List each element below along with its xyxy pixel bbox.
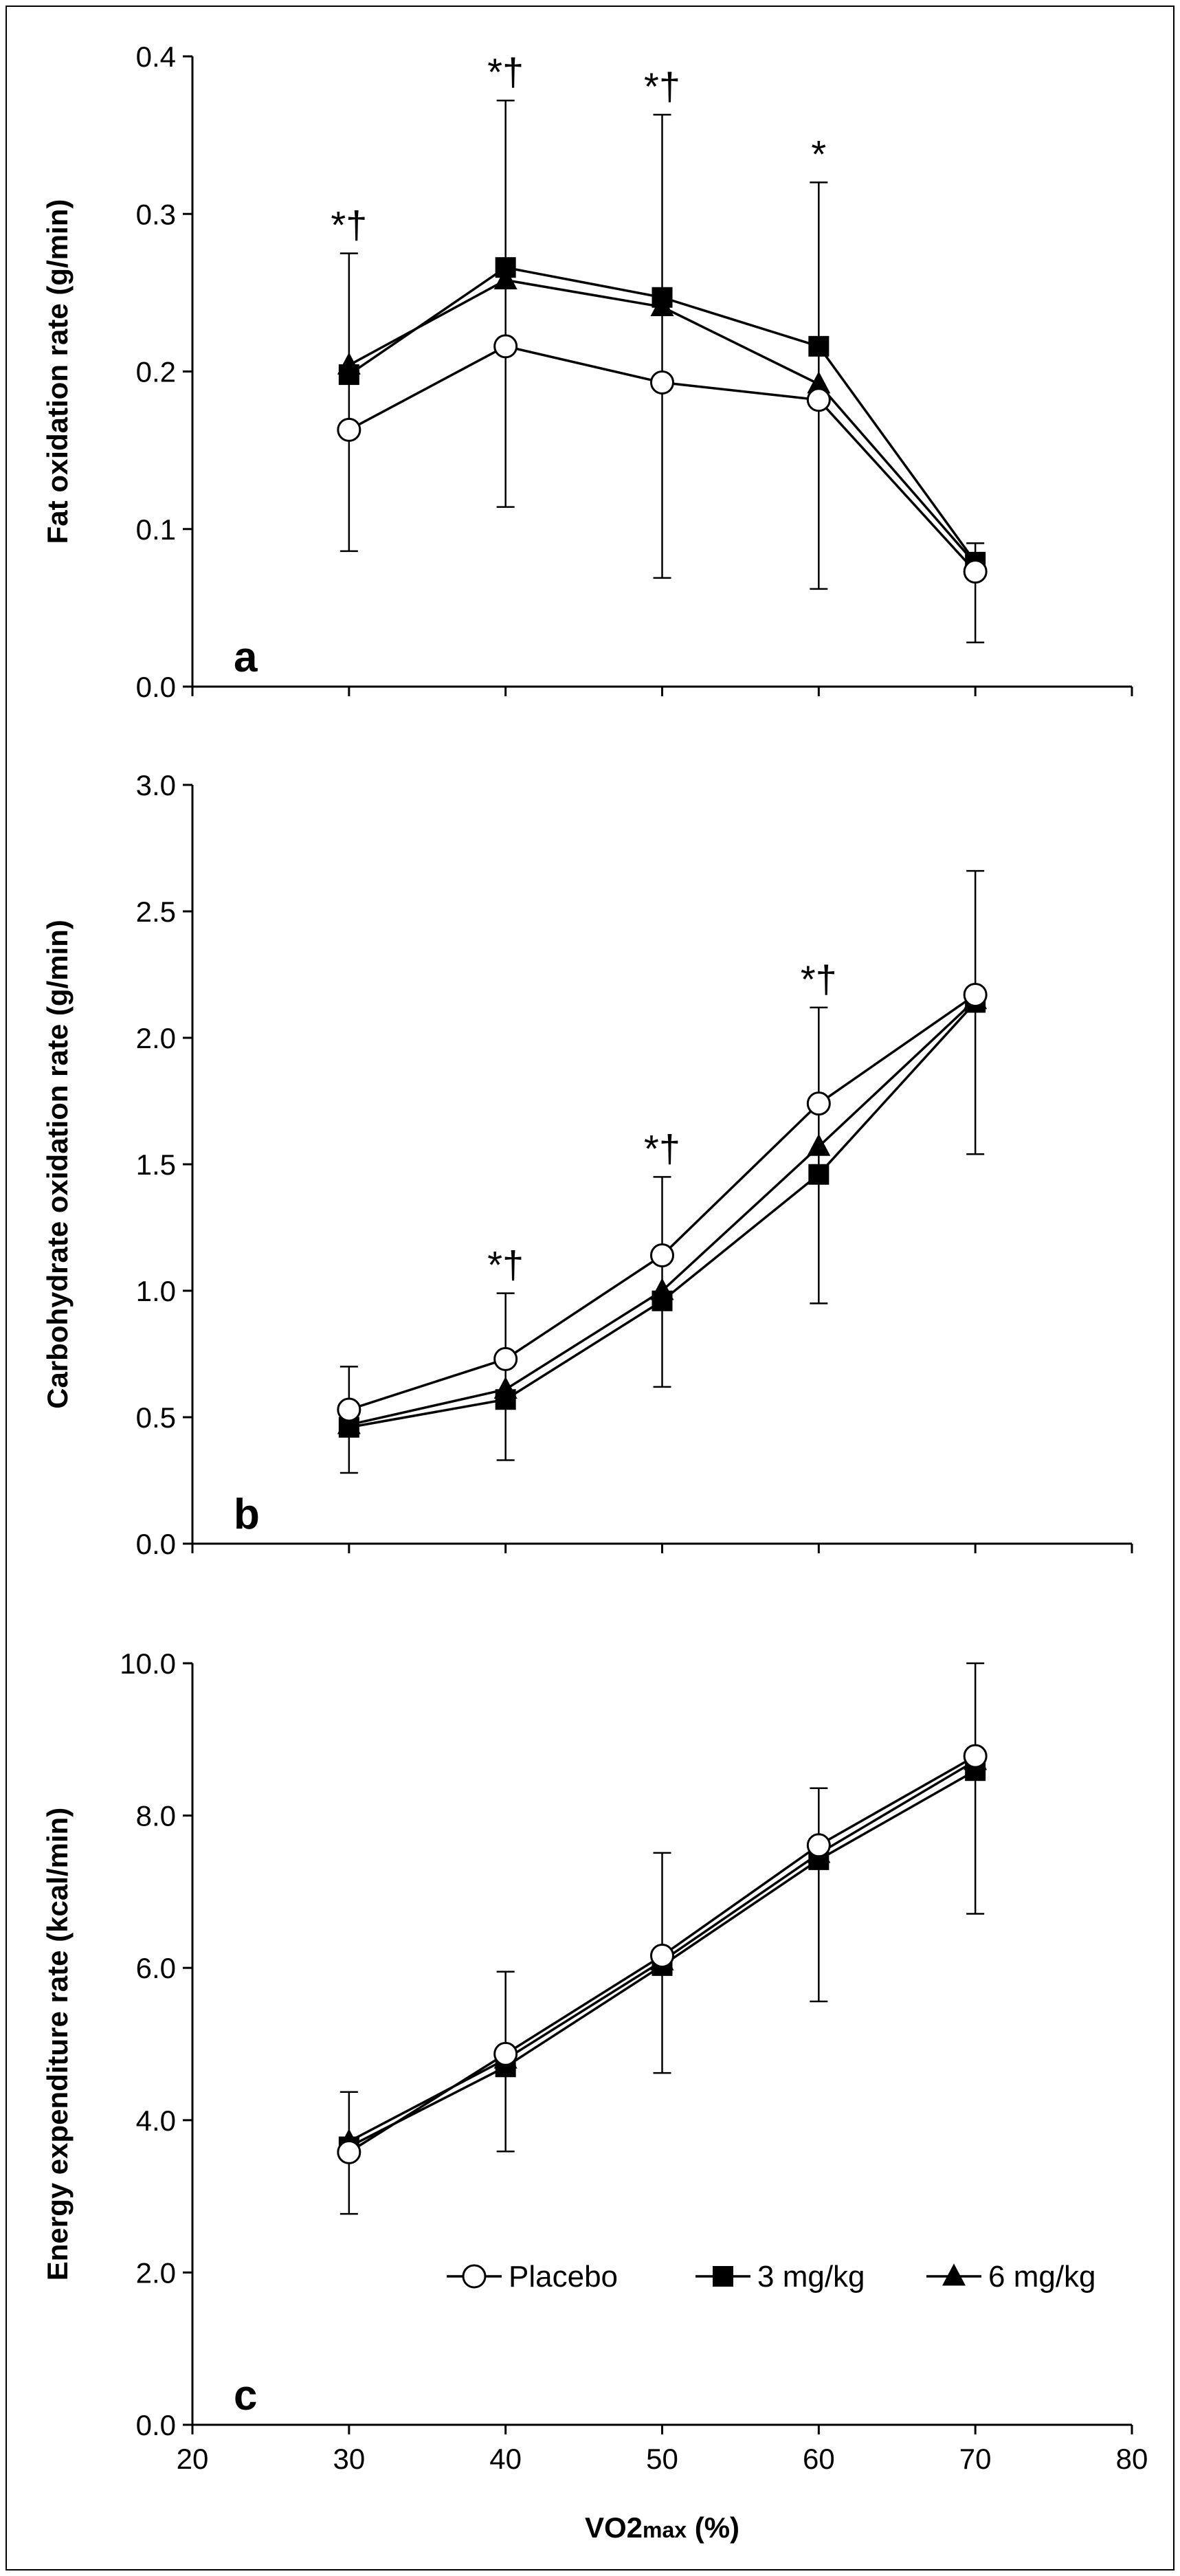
significance-annotation: *†: [487, 1243, 524, 1287]
data-point: [337, 1412, 361, 1434]
data-point: [807, 371, 831, 394]
data-point: [806, 1091, 831, 1116]
y-axis-label: Fat oxidation rate (g/min): [41, 199, 74, 544]
significance-annotation: *†: [644, 1126, 680, 1170]
data-point: [337, 417, 361, 442]
legend-entry: 6 mg/kg: [926, 2260, 1096, 2294]
data-point: [650, 293, 674, 317]
data-point: [493, 1346, 518, 1371]
x-tick-label: 50: [646, 2443, 678, 2475]
y-tick-label: 2.0: [136, 2256, 176, 2289]
y-tick-label: 0.2: [136, 356, 176, 388]
panel-label: a: [234, 634, 258, 681]
data-point: [807, 1133, 831, 1156]
y-tick-label: 10.0: [120, 1647, 176, 1680]
legend-marker: [713, 2266, 733, 2287]
panel-a: 0.0 0.1 0.2 0.3 0.4 Fat oxidation rate (g/min…: [41, 41, 1133, 703]
data-point: [963, 982, 988, 1007]
legend: Placebo 3 mg/kg 6 mg/kg: [447, 2260, 1096, 2294]
x-tick-label: 70: [959, 2443, 992, 2475]
significance-annotation: *†: [644, 65, 680, 108]
y-tick-label: 0.5: [136, 1401, 176, 1434]
figure-frame: [5, 5, 1175, 2571]
significance-annotation: *†: [801, 957, 837, 1001]
y-tick-label: 0.3: [136, 198, 176, 230]
data-point: [650, 370, 674, 395]
legend-marker: [942, 2263, 966, 2286]
legend-label: Placebo: [509, 2260, 618, 2294]
panel-label: c: [234, 2372, 257, 2419]
data-point: [963, 559, 988, 584]
significance-annotation: *: [811, 132, 826, 175]
data-point: [808, 335, 830, 357]
legend-marker: [462, 2264, 487, 2289]
y-axis-label: Energy expenditure rate (kcal/min): [41, 1808, 74, 2281]
x-tick-label: 30: [333, 2443, 365, 2475]
data-point: [337, 352, 361, 375]
significance-annotation: *†: [331, 203, 367, 247]
y-tick-label: 2.0: [136, 1022, 176, 1054]
legend-label: 3 mg/kg: [757, 2260, 865, 2294]
x-tick-label: 80: [1116, 2443, 1148, 2475]
data-point: [337, 1397, 361, 1422]
x-tick-label: 20: [177, 2443, 209, 2475]
data-point: [806, 1833, 831, 1858]
y-tick-label: 1.5: [136, 1148, 176, 1181]
x-axis-label: VO2max (%): [585, 2511, 739, 2544]
data-point: [493, 1376, 517, 1399]
y-tick-label: 1.0: [136, 1275, 176, 1307]
panel-label: b: [234, 1491, 260, 1538]
legend-entry: Placebo: [447, 2260, 618, 2294]
data-point: [337, 2140, 361, 2164]
y-tick-label: 4.0: [136, 2105, 176, 2137]
data-point: [650, 1943, 674, 1968]
x-tick-label: 40: [489, 2443, 522, 2475]
data-point: [493, 2041, 518, 2066]
y-tick-label: 0.0: [136, 1528, 176, 1560]
y-tick-label: 6.0: [136, 1952, 176, 1984]
data-point: [493, 334, 518, 359]
data-point: [493, 267, 517, 290]
y-axis-label: Carbohydrate oxidation rate (g/min): [41, 920, 74, 1409]
data-point: [806, 388, 831, 412]
data-point: [808, 1164, 830, 1185]
significance-annotation: *†: [487, 50, 524, 93]
y-tick-label: 0.0: [136, 671, 176, 703]
legend-entry: 3 mg/kg: [695, 2260, 865, 2294]
data-point: [963, 1744, 988, 1768]
data-point: [650, 1243, 674, 1267]
y-tick-label: 0.4: [136, 41, 176, 73]
panel-c: 0.0 2.0 4.0 6.0 8.0 10.0 Energy expenditure ra…: [41, 1647, 1133, 2441]
x-tick-label: 60: [803, 2443, 835, 2475]
y-tick-label: 2.5: [136, 896, 176, 928]
legend-label: 6 mg/kg: [988, 2260, 1096, 2294]
y-tick-label: 0.1: [136, 513, 176, 546]
panel-b: 0.0 0.5 1.0 1.5 2.0 2.5 3.0 Carbohydrate oxidat…: [41, 769, 1133, 1560]
data-point: [650, 1278, 674, 1300]
y-tick-label: 8.0: [136, 1800, 176, 1832]
y-tick-label: 3.0: [136, 769, 176, 801]
y-tick-label: 0.0: [136, 2409, 176, 2441]
